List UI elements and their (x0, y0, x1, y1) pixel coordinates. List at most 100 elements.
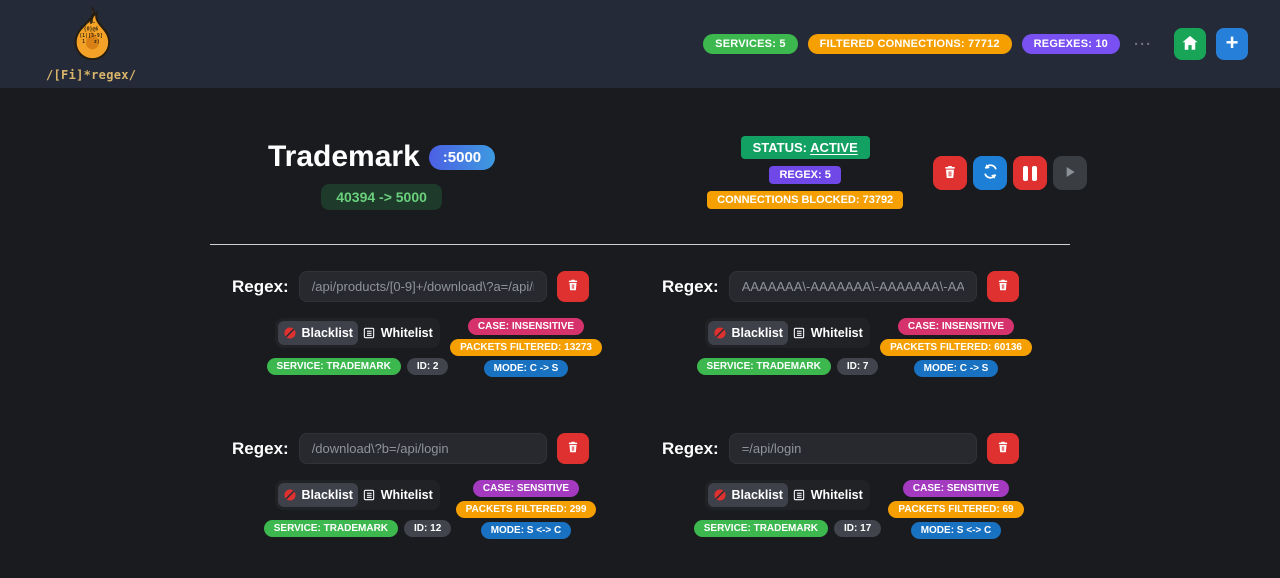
header-stats: SERVICES: 5 FILTERED CONNECTIONS: 77712 … (703, 28, 1248, 60)
regex-input[interactable] (298, 433, 547, 464)
mode-badge: MODE: S <-> C (910, 522, 1002, 539)
case-sensitivity-badge: CASE: SENSITIVE (472, 480, 580, 497)
list-icon (792, 326, 806, 340)
regex-label: Regex: (662, 438, 719, 458)
delete-service-button[interactable] (933, 156, 968, 190)
mode-badge: MODE: C -> S (483, 360, 569, 377)
overflow-menu-button[interactable]: ··· (1134, 35, 1152, 53)
packets-filtered-badge: PACKETS FILTERED: 60136 (880, 339, 1032, 356)
add-service-button[interactable]: + (1216, 28, 1248, 60)
blacklist-label: Blacklist (301, 326, 353, 340)
case-sensitivity-badge: CASE: SENSITIVE (902, 480, 1010, 497)
trash-icon (996, 440, 1010, 457)
whitelist-toggle-button[interactable]: Whitelist (358, 483, 438, 507)
service-name-badge: SERVICE: TRADEMARK (266, 358, 401, 375)
blacklist-label: Blacklist (301, 488, 353, 502)
ban-icon (283, 326, 297, 340)
list-mode-toggle: Blacklist Whitelist (705, 480, 870, 510)
trash-icon (566, 278, 580, 295)
service-name-badge: SERVICE: TRADEMARK (693, 520, 829, 537)
svg-text:{0}@6: {0}@6 (84, 27, 99, 33)
regex-label: Regex: (232, 438, 289, 458)
regex-card: Regex: Blacklist (640, 271, 1070, 377)
home-button[interactable] (1174, 28, 1206, 60)
restart-service-button[interactable] (973, 156, 1008, 190)
blacklist-toggle-button[interactable]: Blacklist (278, 483, 358, 507)
ban-icon (283, 488, 297, 502)
service-status-column: STATUS: ACTIVE REGEX: 5 CONNECTIONS BLOC… (707, 136, 904, 209)
trash-icon (566, 440, 580, 457)
logo-caption: /[Fi]*regex/ (46, 68, 137, 82)
service-title: Trademark (268, 140, 420, 173)
regex-id-badge: ID: 12 (404, 520, 452, 537)
regex-input[interactable] (728, 271, 977, 302)
trash-icon (942, 164, 958, 183)
regex-card: Regex: Blacklist (210, 433, 640, 539)
whitelist-label: Whitelist (810, 488, 863, 502)
service-name-badge: SERVICE: TRADEMARK (263, 520, 399, 537)
whitelist-label: Whitelist (810, 326, 863, 340)
whitelist-toggle-button[interactable]: Whitelist (788, 483, 868, 507)
case-sensitivity-badge: CASE: INSENSITIVE (467, 318, 585, 335)
regex-card: Regex: Blacklist (210, 271, 640, 377)
whitelist-label: Whitelist (380, 326, 433, 340)
trash-icon (996, 278, 1010, 295)
ban-icon (713, 488, 727, 502)
regex-input[interactable] (728, 433, 977, 464)
svg-text:1 z): 1 z) (82, 39, 100, 45)
flame-logo-icon: -0- {0}@6 (1|[3-9] 1 z) (64, 6, 118, 67)
whitelist-toggle-button[interactable]: Whitelist (358, 321, 438, 345)
pause-service-button[interactable] (1013, 156, 1048, 190)
list-mode-toggle: Blacklist Whitelist (275, 318, 440, 348)
mode-badge: MODE: C -> S (913, 360, 999, 377)
regex-label: Regex: (232, 276, 289, 296)
service-port-badge: :5000 (428, 144, 496, 170)
ban-icon (713, 326, 727, 340)
play-icon (1062, 164, 1078, 183)
connections-blocked-badge: CONNECTIONS BLOCKED: 73792 (707, 191, 904, 209)
refresh-icon (981, 162, 1000, 184)
regex-id-badge: ID: 2 (406, 358, 449, 375)
packets-filtered-badge: PACKETS FILTERED: 13273 (450, 339, 602, 356)
regex-cards-grid: Regex: Blacklist (210, 271, 1070, 539)
status-badge: STATUS: ACTIVE (740, 136, 870, 159)
service-header: Trademark :5000 40394 -> 5000 STATUS: AC… (210, 88, 1088, 210)
pause-icon (1023, 165, 1038, 181)
case-sensitivity-badge: CASE: INSENSITIVE (897, 318, 1015, 335)
delete-regex-button[interactable] (556, 433, 589, 464)
app-logo[interactable]: -0- {0}@6 (1|[3-9] 1 z) /[Fi]*regex/ (46, 6, 136, 82)
blacklist-toggle-button[interactable]: Blacklist (708, 483, 788, 507)
regex-input[interactable] (298, 271, 547, 302)
port-redirect-badge: 40394 -> 5000 (321, 184, 442, 210)
list-icon (792, 488, 806, 502)
delete-regex-button[interactable] (556, 271, 589, 302)
services-count-badge: SERVICES: 5 (703, 34, 798, 54)
regexes-count-badge: REGEXES: 10 (1021, 34, 1120, 54)
blacklist-label: Blacklist (731, 326, 783, 340)
list-icon (362, 326, 376, 340)
svg-text:-0-: -0- (87, 20, 96, 26)
mode-badge: MODE: S <-> C (480, 522, 572, 539)
list-mode-toggle: Blacklist Whitelist (705, 318, 870, 348)
regex-card: Regex: Blacklist (640, 433, 1070, 539)
delete-regex-button[interactable] (986, 433, 1019, 464)
whitelist-toggle-button[interactable]: Whitelist (788, 321, 868, 345)
regex-label: Regex: (662, 276, 719, 296)
service-action-buttons (933, 156, 1088, 190)
start-service-button[interactable] (1053, 156, 1088, 190)
home-icon (1181, 34, 1199, 55)
packets-filtered-badge: PACKETS FILTERED: 69 (888, 501, 1024, 518)
list-icon (362, 488, 376, 502)
blacklist-toggle-button[interactable]: Blacklist (708, 321, 788, 345)
whitelist-label: Whitelist (380, 488, 433, 502)
list-mode-toggle: Blacklist Whitelist (275, 480, 440, 510)
packets-filtered-badge: PACKETS FILTERED: 299 (455, 501, 597, 518)
top-navbar: -0- {0}@6 (1|[3-9] 1 z) /[Fi]*regex/ SER… (0, 0, 1280, 88)
svg-text:(1|[3-9]: (1|[3-9] (79, 33, 103, 39)
blacklist-toggle-button[interactable]: Blacklist (278, 321, 358, 345)
plus-icon: + (1225, 30, 1239, 55)
status-value: ACTIVE (810, 140, 858, 155)
regex-count-badge: REGEX: 5 (769, 166, 841, 184)
regex-id-badge: ID: 17 (834, 520, 882, 537)
delete-regex-button[interactable] (986, 271, 1019, 302)
